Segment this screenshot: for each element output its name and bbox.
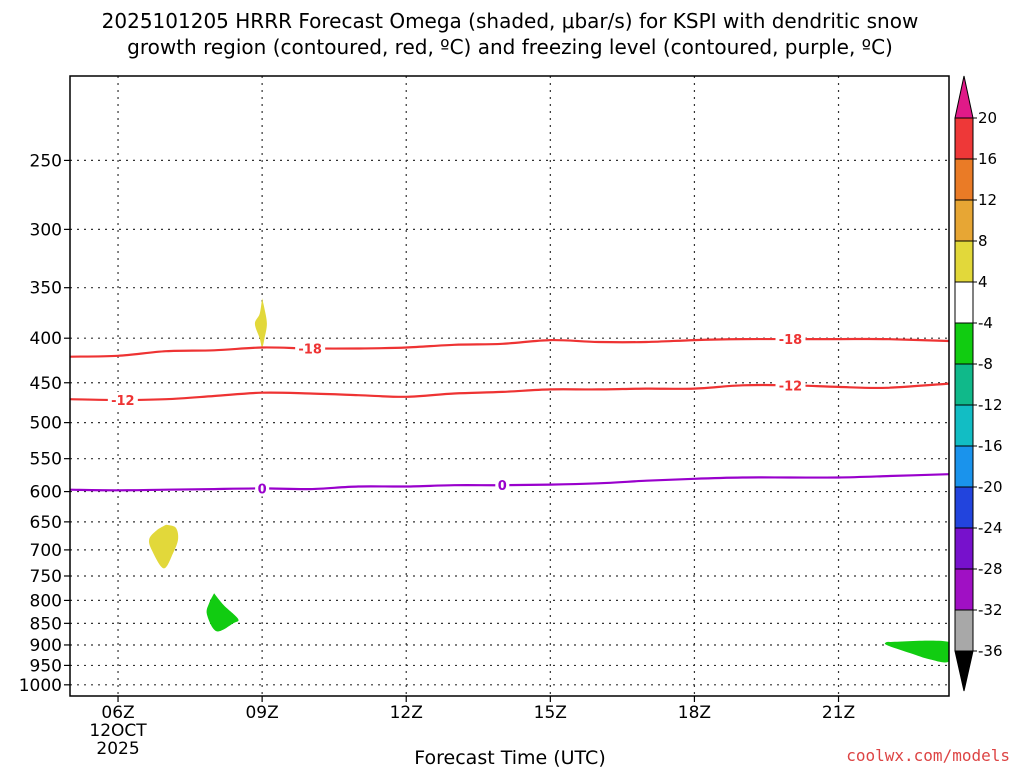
omega-shaded-region-1 bbox=[254, 298, 267, 348]
colorbar-segment--8-to--4 bbox=[954, 322, 974, 365]
colorbar-label--12: -12 bbox=[978, 396, 1003, 414]
contour-label-bg--18-1 bbox=[295, 340, 326, 357]
colorbar-label--24: -24 bbox=[978, 519, 1003, 537]
y-tick-label-300: 300 bbox=[30, 220, 62, 240]
x-tick-label-12Z: 12Z bbox=[390, 703, 423, 723]
contour-label-0-1: 0 bbox=[258, 482, 267, 497]
y-tick-label-400: 400 bbox=[30, 329, 62, 349]
colorbar-label--32: -32 bbox=[978, 601, 1003, 619]
colorbar-segment--36-to--32 bbox=[954, 609, 974, 652]
y-tick-label-1000: 1000 bbox=[19, 676, 62, 696]
colorbar-label-8: 8 bbox=[978, 232, 988, 250]
x-tick-label-15Z: 15Z bbox=[534, 703, 567, 723]
contour-line--18 bbox=[70, 337, 949, 358]
colorbar-label-16: 16 bbox=[978, 150, 997, 168]
colorbar-segment--24-to--20 bbox=[954, 486, 974, 529]
chart-title-line-2: growth region (contoured, red, ºC) and f… bbox=[127, 35, 893, 59]
y-tick-label-700: 700 bbox=[30, 541, 62, 561]
colorbar-segment--28-to--24 bbox=[954, 527, 974, 570]
colorbar-label-12: 12 bbox=[978, 191, 997, 209]
colorbar-top-arrow bbox=[954, 75, 974, 119]
site-credit: coolwx.com/models bbox=[846, 746, 1010, 765]
y-tick-label-950: 950 bbox=[30, 656, 62, 676]
contour-label--12-1: -12 bbox=[111, 394, 135, 409]
contour-label-0-2: 0 bbox=[498, 479, 507, 494]
colorbar-segment--4-to-4 bbox=[954, 281, 974, 324]
colorbar-label--20: -20 bbox=[978, 478, 1003, 496]
plot-frame bbox=[69, 75, 950, 697]
colorbar-label--36: -36 bbox=[978, 642, 1003, 660]
plot-area: -18 -18 -12 -12 0 0 bbox=[70, 76, 949, 696]
x-tick-label-06Z: 06Z bbox=[101, 703, 134, 723]
plot-inner: -18 -18 -12 -12 0 0 bbox=[70, 76, 949, 696]
colorbar: 20 16 12 8 4 -4 -8 -12 -16 -20 -24 -28 -32 -36 bbox=[954, 75, 1003, 692]
contour-label-bg--18-2 bbox=[775, 331, 806, 348]
axes: 2503003504004505005506006507007508008509… bbox=[19, 75, 950, 759]
y-tick-label-550: 550 bbox=[30, 450, 62, 470]
omega-shaded-region-4 bbox=[884, 640, 949, 663]
y-tick-label-850: 850 bbox=[30, 614, 62, 634]
contour-label-bg--12-1 bbox=[107, 391, 138, 408]
omega-shaded-region-2 bbox=[149, 524, 179, 569]
colorbar-segment--12-to--8 bbox=[954, 363, 974, 406]
x-tick-label-21Z: 21Z bbox=[822, 703, 855, 723]
colorbar-label--28: -28 bbox=[978, 560, 1003, 578]
x-tick-date: 12OCT bbox=[89, 721, 147, 741]
colorbar-label-4: 4 bbox=[978, 273, 988, 291]
omega-shaded-region-3 bbox=[206, 593, 239, 632]
y-tick-label-600: 600 bbox=[30, 483, 62, 503]
colorbar-label--4: -4 bbox=[978, 314, 993, 332]
y-tick-label-800: 800 bbox=[30, 591, 62, 611]
y-tick-label-750: 750 bbox=[30, 567, 62, 587]
contour-label-bg-0-2 bbox=[495, 477, 510, 494]
colorbar-bottom-arrow bbox=[954, 650, 974, 692]
colorbar-segment-8-to-12 bbox=[954, 199, 974, 242]
colorbar-segment--20-to--16 bbox=[954, 445, 974, 488]
x-tick-label-09Z: 09Z bbox=[245, 703, 278, 723]
x-tick-year: 2025 bbox=[96, 739, 139, 759]
colorbar-segment-16-to-20 bbox=[954, 117, 974, 160]
colorbar-segment--32-to--28 bbox=[954, 568, 974, 611]
colorbar-label--8: -8 bbox=[978, 355, 993, 373]
contour-label-bg--12-2 bbox=[775, 377, 806, 394]
colorbar-segment-12-to-16 bbox=[954, 158, 974, 201]
y-tick-label-450: 450 bbox=[30, 374, 62, 394]
contour-line--12 bbox=[70, 382, 949, 402]
colorbar-segment-4-to-8 bbox=[954, 240, 974, 283]
colorbar-label-20: 20 bbox=[978, 109, 997, 127]
colorbar-label--16: -16 bbox=[978, 437, 1003, 455]
y-tick-label-900: 900 bbox=[30, 636, 62, 656]
y-tick-label-350: 350 bbox=[30, 279, 62, 299]
colorbar-segment--16-to--12 bbox=[954, 404, 974, 447]
contour-label--18-1: -18 bbox=[298, 342, 322, 357]
x-tick-label-18Z: 18Z bbox=[678, 703, 711, 723]
chart-title-line-1: 2025101205 HRRR Forecast Omega (shaded, … bbox=[102, 9, 919, 33]
contour-line-0 bbox=[70, 473, 949, 492]
y-tick-label-500: 500 bbox=[30, 414, 62, 434]
contour-label--12-2: -12 bbox=[779, 379, 803, 394]
contour-label--18-2: -18 bbox=[779, 333, 803, 348]
y-tick-label-650: 650 bbox=[30, 513, 62, 533]
x-axis-label: Forecast Time (UTC) bbox=[414, 747, 605, 768]
y-tick-label-250: 250 bbox=[30, 151, 62, 171]
contour-label-bg-0-1 bbox=[255, 480, 270, 497]
